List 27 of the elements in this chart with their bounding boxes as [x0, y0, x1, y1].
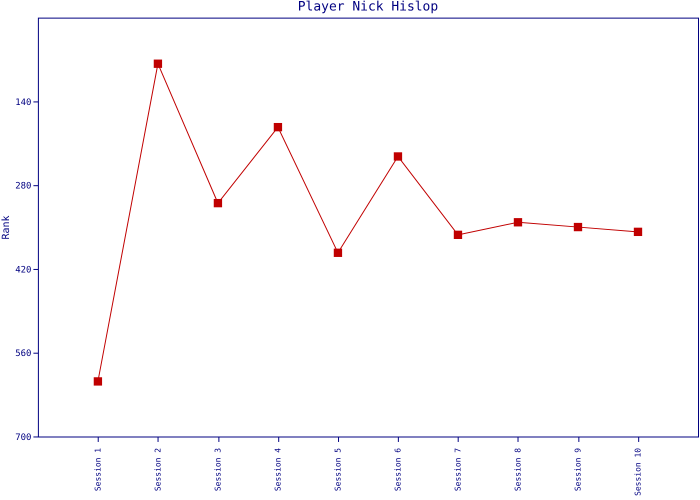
chart-title: Player Nick Hislop — [298, 0, 438, 15]
x-tick-label: Session 7 — [453, 448, 462, 492]
y-tick-label: 280 — [15, 182, 32, 192]
x-tick-label: Session 1 — [93, 448, 102, 492]
y-tick-label: 140 — [15, 98, 32, 108]
y-tick-label: 420 — [15, 265, 32, 276]
x-tick-label: Session 4 — [273, 448, 282, 492]
point — [634, 228, 642, 236]
x-tick-label: Session 6 — [393, 448, 402, 492]
point — [394, 152, 402, 161]
x-tick-label: Session 9 — [573, 448, 582, 492]
point — [154, 60, 162, 68]
point — [214, 198, 222, 208]
point — [454, 230, 462, 240]
y-tick-label: 560 — [15, 349, 32, 360]
x-tick-label: Session 5 — [333, 448, 342, 492]
point — [94, 377, 102, 386]
x-tick-label: Session 2 — [153, 448, 162, 492]
x-tick-label: Session 10 — [633, 448, 642, 496]
y-axis-title: Rank — [1, 216, 12, 240]
point — [514, 218, 522, 226]
point — [274, 122, 282, 132]
point — [574, 222, 582, 232]
x-tick-label: Session 8 — [513, 448, 522, 492]
y-tick-label: 700 — [15, 432, 32, 443]
x-tick-label: Session 3 — [213, 448, 222, 492]
point — [334, 248, 342, 257]
